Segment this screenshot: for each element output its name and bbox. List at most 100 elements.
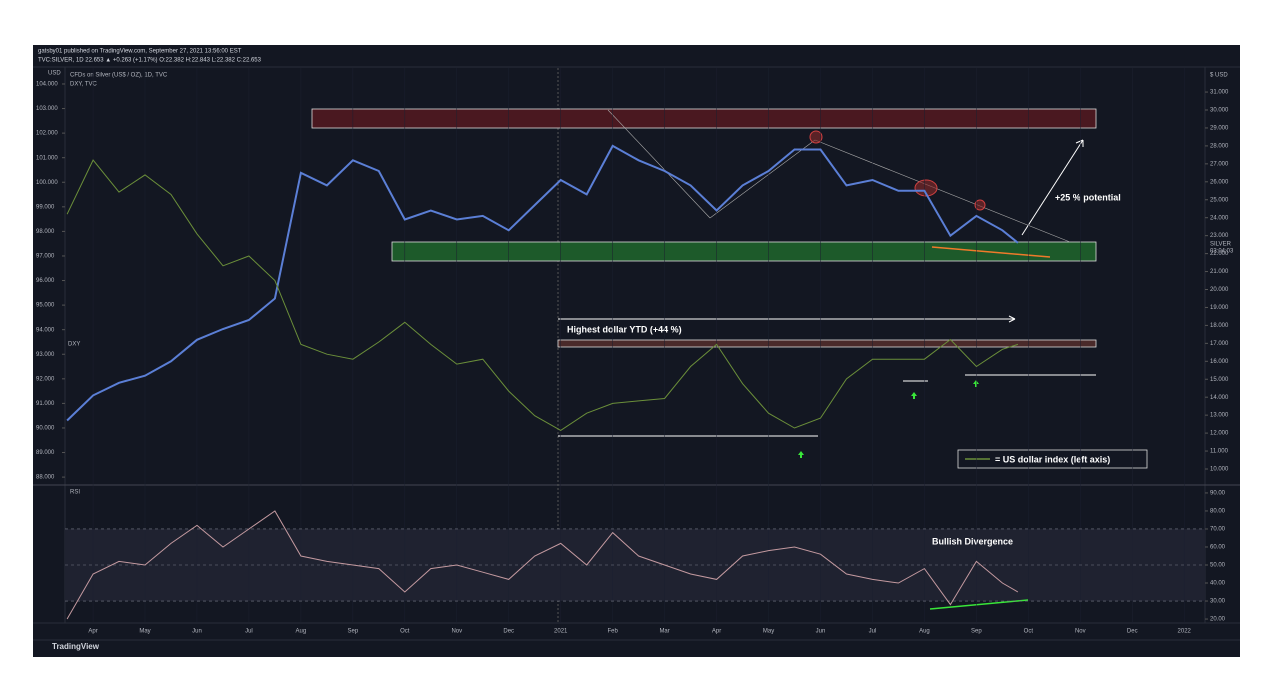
axis-unit: USD [48, 71, 61, 77]
header-line: gatsby01 published on TradingView.com, S… [38, 49, 242, 55]
y2-tick-label: 12.000 [1210, 431, 1229, 437]
trend-line [814, 139, 1071, 243]
y-tick-label: 91.000 [36, 401, 55, 407]
y-tick-label: 102.000 [36, 131, 58, 137]
x-tick-label: Apr [712, 629, 721, 635]
y2-tick-label: 20.000 [1210, 287, 1229, 293]
y-tick-label: 103.000 [36, 106, 58, 112]
y2-tick-label: 18.000 [1210, 323, 1229, 329]
x-tick-label: Jul [245, 629, 253, 635]
footer-brand: TradingView [52, 642, 100, 651]
up-arrow [911, 392, 917, 399]
y2-tick-label: 21.000 [1210, 269, 1229, 275]
y-tick-label: 50.00 [1210, 563, 1226, 569]
y-tick-label: 98.000 [36, 229, 55, 235]
up-arrow [798, 451, 804, 458]
y-tick-label: 20.00 [1210, 617, 1226, 623]
series-line [66, 159, 1019, 431]
y2-tick-label: 29.000 [1210, 126, 1229, 132]
x-tick-label: Mar [659, 629, 669, 635]
series-line [66, 510, 1019, 620]
y2-tick-label: 24.000 [1210, 215, 1229, 221]
y2-tick-label: 22.000 [1210, 251, 1229, 257]
y2-tick-label: 14.000 [1210, 395, 1229, 401]
y-tick-label: 93.000 [36, 352, 55, 358]
y-tick-label: 96.000 [36, 278, 55, 284]
axis-unit: $ USD [1210, 73, 1228, 79]
y-tick-label: 99.000 [36, 204, 55, 210]
x-tick-label: Nov [1075, 629, 1086, 635]
y2-tick-label: 23.000 [1210, 233, 1229, 239]
arrow-line [1021, 139, 1084, 236]
pane-label: CFDs on Silver (US$ / OZ), 1D, TVC [70, 73, 168, 79]
x-tick-label: Jun [192, 629, 202, 635]
x-tick-label: 2021 [554, 629, 568, 635]
y2-tick-label: 27.000 [1210, 161, 1229, 167]
y2-tick-label: 19.000 [1210, 305, 1229, 311]
y-tick-label: 90.00 [1210, 491, 1226, 497]
x-tick-label: May [139, 629, 150, 635]
y2-tick-label: 13.000 [1210, 413, 1229, 419]
y-tick-label: 30.00 [1210, 599, 1226, 605]
x-tick-label: 2022 [1178, 629, 1192, 635]
highlight-circle [974, 199, 986, 211]
x-tick-label: Sep [971, 629, 982, 635]
dxy-high-zone [557, 339, 1097, 348]
y-tick-label: 88.000 [36, 475, 55, 481]
trend-line [607, 109, 711, 219]
y-tick-label: 70.00 [1210, 527, 1226, 533]
pane-label: DXY, TVC [70, 82, 97, 88]
support-zone [391, 241, 1097, 262]
pane-label: RSI [70, 490, 80, 496]
annotation: Bullish Divergence [932, 536, 1013, 546]
x-tick-label: Nov [451, 629, 462, 635]
countdown: 03:04:03 [1210, 249, 1234, 255]
trend-line [709, 139, 816, 219]
y-tick-label: 95.000 [36, 303, 55, 309]
x-tick-label: Aug [296, 629, 307, 635]
y2-tick-label: 26.000 [1210, 179, 1229, 185]
y2-tick-label: 30.000 [1210, 108, 1229, 114]
y2-tick-label: 25.000 [1210, 197, 1229, 203]
y-tick-label: 94.000 [36, 327, 55, 333]
arrow-head [1075, 139, 1084, 147]
y-tick-label: 101.000 [36, 155, 58, 161]
x-tick-label: Dec [503, 629, 514, 635]
up-arrow [973, 380, 979, 387]
y2-tick-label: 15.000 [1210, 377, 1229, 383]
y-tick-label: 90.000 [36, 426, 55, 432]
highlight-circle [809, 130, 823, 144]
y2-tick-label: 11.000 [1210, 449, 1229, 455]
series-label: DXY [68, 342, 80, 348]
annotation: Highest dollar YTD (+44 %) [567, 324, 682, 334]
arrow-head [1008, 315, 1016, 323]
y-tick-label: 40.00 [1210, 581, 1226, 587]
x-tick-label: Jun [816, 629, 826, 635]
annotation: +25 % potential [1055, 192, 1121, 202]
y-tick-label: 100.000 [36, 180, 58, 186]
series-line [66, 144, 1019, 422]
x-tick-label: Dec [1127, 629, 1138, 635]
price-label: SILVER [1210, 242, 1232, 248]
x-tick-label: Aug [919, 629, 930, 635]
x-tick-label: Apr [88, 629, 97, 635]
y2-tick-label: 10.000 [1210, 467, 1229, 473]
y-tick-label: 92.000 [36, 376, 55, 382]
resistance-zone [311, 108, 1097, 129]
x-tick-label: Oct [400, 629, 410, 635]
y2-tick-label: 17.000 [1210, 341, 1229, 347]
y2-tick-label: 16.000 [1210, 359, 1229, 365]
y-tick-label: 60.00 [1210, 545, 1226, 551]
y-tick-label: 97.000 [36, 254, 55, 260]
y-tick-label: 80.00 [1210, 509, 1226, 515]
y2-tick-label: 28.000 [1210, 143, 1229, 149]
y-tick-label: 104.000 [36, 82, 58, 88]
x-tick-label: Jul [869, 629, 877, 635]
divergence-line [931, 246, 1051, 258]
legend-box [957, 449, 1148, 469]
x-tick-label: May [763, 629, 774, 635]
y2-tick-label: 31.000 [1210, 90, 1229, 96]
y-tick-label: 89.000 [36, 450, 55, 456]
x-tick-label: Sep [348, 629, 359, 635]
